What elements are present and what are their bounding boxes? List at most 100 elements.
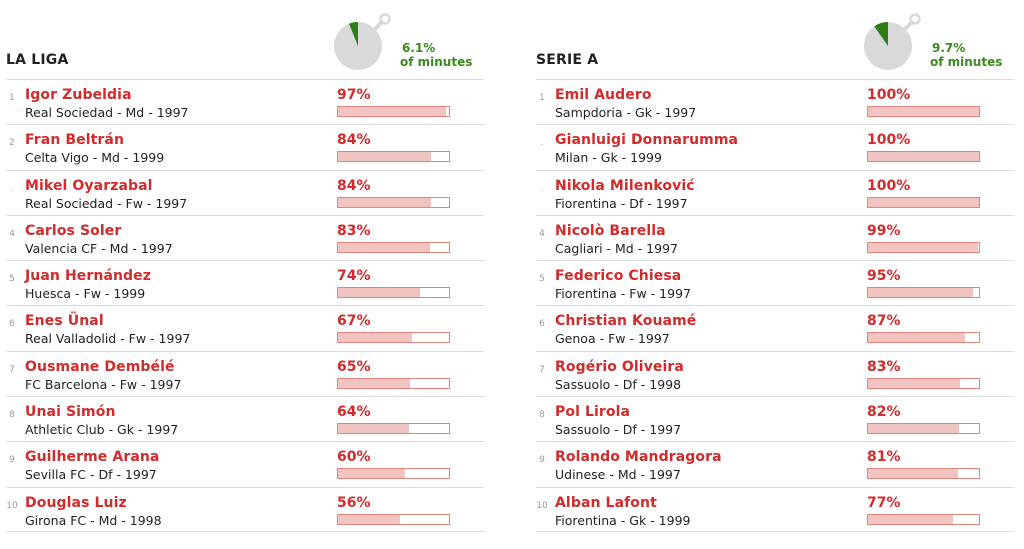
player-row: . Nikola Milenković Fiorentina - Df - 1997… (536, 169, 1014, 215)
player-row: 1 Emil Audero Sampdoria - Gk - 1997 100% (536, 79, 1014, 124)
minutes-bar-fill (338, 242, 431, 252)
minutes-bar (867, 106, 980, 117)
player-meta: Fiorentina - Df - 1997 (555, 195, 688, 211)
minutes-bar (867, 513, 980, 525)
minutes-bar-fill (338, 424, 410, 434)
minutes-bar (337, 332, 450, 344)
player-meta: Milan - Gk - 1999 (555, 150, 662, 166)
player-rank: 9 (9, 455, 15, 466)
player-row: 9 Guilherme Arana Sevilla FC - Df - 1997 60… (6, 441, 484, 486)
minutes-bar-fill (338, 288, 421, 298)
player-name: Mikel Oyarzabal (25, 177, 153, 194)
minutes-percent: 60% (337, 449, 371, 466)
player-row: 10 Douglas Luiz Girona FC - Md - 1998 56% (6, 486, 484, 532)
minutes-bar (867, 332, 980, 344)
player-meta: Sampdoria - Gk - 1997 (555, 105, 697, 120)
player-rank: . (540, 183, 544, 194)
minutes-percent: 99% (867, 222, 901, 239)
minutes-bar-fill (338, 333, 413, 343)
player-meta: Valencia CF - Md - 1997 (25, 240, 173, 256)
player-meta: Cagliari - Md - 1997 (555, 240, 678, 256)
minutes-percent: 65% (337, 358, 371, 375)
league-panel-laliga: LA LIGA 6.1% of minutes 1 Igor Zubeldia Re… (6, 0, 484, 549)
minutes-percent: 81% (867, 449, 901, 466)
player-rank: 6 (539, 319, 545, 330)
player-row: . Gianluigi Donnarumma Milan - Gk - 1999 10… (536, 124, 1014, 169)
player-row: 7 Ousmane Dembélé FC Barcelona - Fw - 1997… (6, 350, 484, 396)
minutes-share-wedge (874, 22, 888, 46)
player-meta: Celta Vigo - Md - 1999 (25, 150, 165, 166)
player-name: Alban Lafont (555, 494, 657, 511)
minutes-percent: 100% (867, 132, 911, 149)
minutes-bar-fill (868, 242, 978, 252)
player-name: Douglas Luiz (25, 494, 127, 511)
player-name: Gianluigi Donnarumma (555, 132, 739, 149)
player-meta: Sassuolo - Df - 1997 (555, 422, 682, 438)
player-rank: 8 (539, 410, 545, 421)
player-name: Emil Audero (555, 87, 652, 103)
minutes-bar-fill (868, 424, 960, 434)
minutes-bar-fill (868, 469, 958, 479)
player-row: 6 Christian Kouamé Genoa - Fw - 1997 87% (536, 305, 1014, 350)
minutes-percent: 83% (867, 358, 901, 375)
minutes-bar (337, 468, 450, 480)
player-rank: 7 (9, 364, 15, 375)
minutes-bar (867, 241, 980, 253)
minutes-bar (337, 377, 450, 389)
minutes-bar-fill (338, 152, 432, 162)
minutes-percent: 83% (337, 222, 371, 239)
player-meta: Udinese - Md - 1997 (555, 467, 681, 483)
minutes-share-percent: 9.7% (932, 41, 966, 55)
player-row: 10 Alban Lafont Fiorentina - Gk - 1999 77% (536, 486, 1014, 532)
player-meta: Sevilla FC - Df - 1997 (25, 467, 157, 483)
player-rank: 6 (9, 319, 15, 330)
minutes-percent: 84% (337, 177, 371, 194)
player-name: Pol Lirola (555, 404, 631, 421)
minutes-percent: 97% (337, 87, 371, 103)
minutes-bar-fill (868, 378, 961, 388)
minutes-bar-fill (338, 378, 411, 388)
player-meta: Athletic Club - Gk - 1997 (25, 422, 179, 438)
player-name: Unai Simón (25, 404, 116, 421)
league-panel-seriea: SERIE A 9.7% of minutes 1 Emil Audero Samp… (536, 0, 1014, 549)
minutes-bar (867, 287, 980, 299)
player-name: Christian Kouamé (555, 313, 697, 330)
minutes-bar-fill (868, 333, 965, 343)
stopwatch-icon (864, 12, 924, 74)
player-name: Rogério Oliveira (555, 358, 684, 375)
minutes-bar (867, 196, 980, 208)
minutes-share-wedge (349, 21, 358, 46)
minutes-share-label: of minutes (930, 55, 1003, 69)
minutes-bar-fill (868, 514, 954, 524)
minutes-percent: 56% (337, 494, 371, 511)
minutes-percent: 74% (337, 268, 371, 285)
player-list: 1 Emil Audero Sampdoria - Gk - 1997 100%. Gi… (536, 79, 1014, 532)
minutes-bar-fill (868, 288, 974, 298)
stopwatch-icon (334, 12, 394, 74)
minutes-bar (337, 196, 450, 208)
minutes-bar (867, 151, 980, 163)
player-row: . Mikel Oyarzabal Real Sociedad - Fw - 199… (6, 169, 484, 215)
player-row: 8 Pol Lirola Sassuolo - Df - 1997 82% (536, 396, 1014, 441)
player-row: 4 Nicolò Barella Cagliari - Md - 1997 99% (536, 214, 1014, 260)
player-name: Nicolò Barella (555, 222, 666, 239)
minutes-bar (337, 241, 450, 253)
minutes-share-percent: 6.1% (402, 41, 436, 55)
player-name: Enes Ünal (25, 313, 104, 330)
minutes-share-label: of minutes (400, 55, 473, 69)
minutes-percent: 67% (337, 313, 371, 330)
player-row: 8 Unai Simón Athletic Club - Gk - 1997 64% (6, 396, 484, 441)
minutes-percent: 64% (337, 404, 371, 421)
player-rank: . (10, 183, 14, 194)
minutes-bar-fill (868, 197, 979, 207)
player-name: Rolando Mandragora (555, 449, 722, 466)
minutes-bar (337, 106, 450, 117)
minutes-bar (337, 287, 450, 299)
player-rank: 10 (536, 500, 548, 511)
player-rank: 4 (9, 228, 15, 239)
minutes-bar (867, 423, 980, 435)
player-name: Nikola Milenković (555, 177, 695, 194)
player-name: Guilherme Arana (25, 449, 160, 466)
player-row: 5 Juan Hernández Huesca - Fw - 1999 74% (6, 260, 484, 305)
player-meta: Real Sociedad - Md - 1997 (25, 105, 189, 120)
